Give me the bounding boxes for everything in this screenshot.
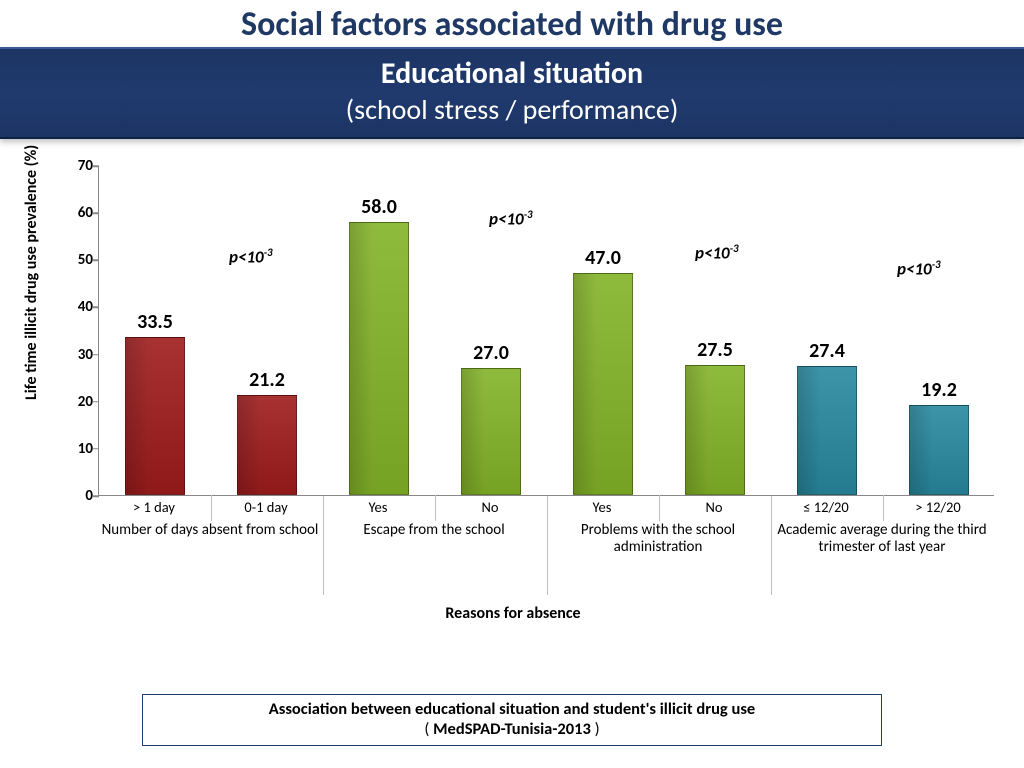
category-label: ≤ 12/20	[770, 498, 882, 516]
bar: 27.4	[797, 366, 857, 495]
category-label: Yes	[322, 498, 434, 516]
p-value-label: p<10-3	[897, 258, 941, 280]
y-tick: 50	[59, 251, 93, 269]
caption-line1: Association between educational situatio…	[149, 699, 875, 719]
bar: 33.5	[125, 337, 185, 495]
bar-value-label: 21.2	[238, 368, 296, 392]
y-tick: 10	[59, 440, 93, 458]
bar: 27.0	[461, 368, 521, 495]
bar: 21.2	[237, 395, 297, 495]
y-tick: 20	[59, 393, 93, 411]
y-tick: 30	[59, 346, 93, 364]
bar-value-label: 27.4	[798, 339, 856, 363]
caption-box: Association between educational situatio…	[142, 694, 882, 746]
p-value-label: p<10-3	[229, 246, 273, 268]
group-label: Escape from the school	[322, 522, 546, 539]
bar-value-label: 47.0	[574, 246, 632, 270]
group-label: Problems with the school administration	[546, 522, 770, 557]
p-value-label: p<10-3	[695, 242, 739, 264]
plot-area: 01020304050607033.521.258.027.047.027.52…	[98, 166, 994, 496]
category-label: No	[434, 498, 546, 516]
category-label: > 12/20	[882, 498, 994, 516]
category-label: 0-1 day	[210, 498, 322, 516]
p-value-label: p<10-3	[489, 208, 533, 230]
y-tick: 40	[59, 298, 93, 316]
category-label: No	[658, 498, 770, 516]
subtitle-line2: (school stress / performance)	[0, 92, 1024, 127]
y-tick: 70	[59, 157, 93, 175]
bar: 19.2	[909, 405, 969, 496]
y-tick: 0	[59, 487, 93, 505]
chart: Life time illicit drug use prevalence (%…	[28, 160, 998, 660]
page-title: Social factors associated with drug use	[0, 0, 1024, 47]
y-axis-label: Life time illicit drug use prevalence (%…	[22, 145, 41, 400]
bar-value-label: 27.0	[462, 341, 520, 365]
bar-value-label: 19.2	[910, 378, 968, 402]
bar-value-label: 27.5	[686, 338, 744, 362]
subtitle-banner: Educational situation (school stress / p…	[0, 47, 1024, 139]
caption-line2: ( MedSPAD-Tunisia-2013 )	[149, 719, 875, 739]
bar-value-label: 33.5	[126, 310, 184, 334]
category-label: Yes	[546, 498, 658, 516]
bar-value-label: 58.0	[350, 195, 408, 219]
y-tick: 60	[59, 204, 93, 222]
subtitle-line1: Educational situation	[0, 55, 1024, 92]
group-label: Academic average during the third trimes…	[770, 522, 994, 557]
bar: 47.0	[573, 273, 633, 495]
group-label: Number of days absent from school	[98, 522, 322, 539]
bar: 27.5	[685, 365, 745, 495]
category-label: > 1 day	[98, 498, 210, 516]
x-axis-label: Reasons for absence	[28, 604, 998, 623]
bar: 58.0	[349, 222, 409, 495]
